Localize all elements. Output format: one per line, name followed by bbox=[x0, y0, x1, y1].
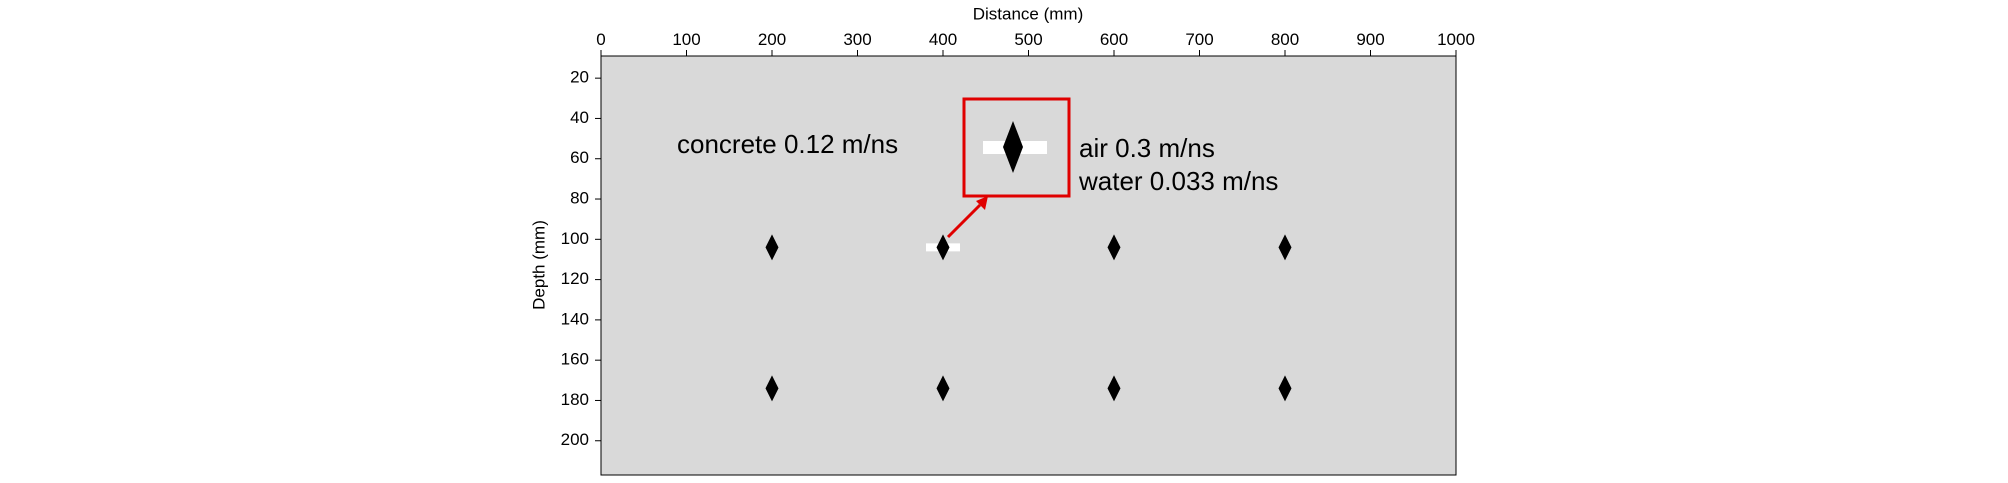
x-tick-label: 900 bbox=[1356, 30, 1384, 49]
inset-box bbox=[962, 97, 1071, 198]
rebar bbox=[765, 234, 779, 261]
annotation: water 0.033 m/ns bbox=[1078, 166, 1278, 196]
x-tick-label: 600 bbox=[1100, 30, 1128, 49]
x-tick-label: 300 bbox=[843, 30, 871, 49]
x-tick-label: 800 bbox=[1271, 30, 1299, 49]
y-tick-label: 20 bbox=[570, 68, 589, 87]
x-tick-label: 200 bbox=[758, 30, 786, 49]
y-tick-label: 40 bbox=[570, 108, 589, 127]
x-tick-label: 400 bbox=[929, 30, 957, 49]
rebar bbox=[1278, 234, 1292, 261]
rebar bbox=[1107, 375, 1121, 402]
y-tick-label: 120 bbox=[561, 269, 589, 288]
inset bbox=[946, 97, 1071, 239]
y-tick-label: 180 bbox=[561, 390, 589, 409]
inset-rebar bbox=[1003, 121, 1023, 173]
annotation: air 0.3 m/ns bbox=[1079, 133, 1215, 163]
arrow bbox=[946, 203, 982, 239]
y-tick-label: 100 bbox=[561, 229, 589, 248]
rebar bbox=[1107, 234, 1121, 261]
marks bbox=[765, 234, 1292, 402]
y-tick-label: 140 bbox=[561, 309, 589, 328]
x-tick-label: 100 bbox=[672, 30, 700, 49]
y-tick-label: 60 bbox=[570, 148, 589, 167]
rebar bbox=[765, 375, 779, 402]
rebar bbox=[1278, 375, 1292, 402]
x-tick-label: 500 bbox=[1014, 30, 1042, 49]
y-tick-label: 160 bbox=[561, 350, 589, 369]
arrow-head bbox=[976, 196, 988, 210]
x-tick-label: 1000 bbox=[1437, 30, 1475, 49]
y-tick-label: 80 bbox=[570, 189, 589, 208]
x-tick-label: 700 bbox=[1185, 30, 1213, 49]
y-axis-label: Depth (mm) bbox=[529, 220, 548, 310]
rebar bbox=[936, 234, 950, 261]
rebar bbox=[936, 375, 950, 402]
y-tick-label: 200 bbox=[561, 430, 589, 449]
annotation: concrete 0.12 m/ns bbox=[677, 129, 898, 159]
x-axis-label: Distance (mm) bbox=[973, 4, 1084, 23]
plot-area bbox=[600, 55, 1457, 476]
x-tick-label: 0 bbox=[596, 30, 605, 49]
